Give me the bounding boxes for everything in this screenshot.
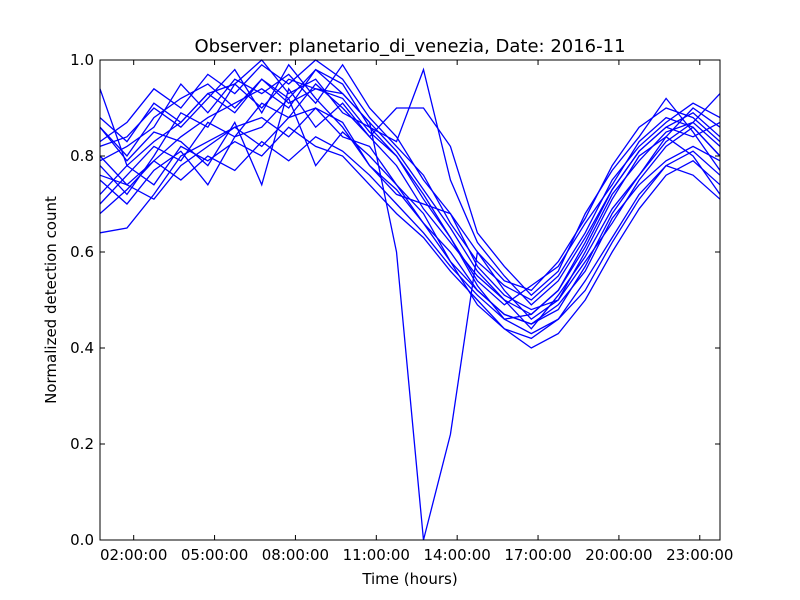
chart-title: Observer: planetario_di_venezia, Date: 2… <box>194 36 625 57</box>
y-axis-label: Normalized detection count <box>42 196 60 404</box>
y-tick-label-1: 0.0 <box>70 531 94 549</box>
x-axis-label: Time (hours) <box>361 570 457 588</box>
series-line-3 <box>99 78 721 541</box>
x-tick-label-5: 14:00:00 <box>423 546 490 564</box>
series-line-5 <box>99 87 721 297</box>
y-axis: 0.0 0.2 0.4 0.6 0.8 1.0 <box>70 51 720 549</box>
y-tick-label-3: 0.4 <box>70 339 94 357</box>
x-tick-label-7: 20:00:00 <box>585 546 652 564</box>
x-tick-label-8: 23:00:00 <box>666 546 733 564</box>
series-line-11 <box>99 59 721 301</box>
series-layer <box>99 59 721 541</box>
y-tick-label-4: 0.6 <box>70 243 94 261</box>
series-line-7 <box>99 63 721 311</box>
series-line-8 <box>99 83 721 330</box>
series-line-10 <box>99 107 721 325</box>
x-tick-label-3: 08:00:00 <box>262 546 329 564</box>
x-tick-label-1: 02:00:00 <box>100 546 167 564</box>
x-tick-label-6: 17:00:00 <box>504 546 571 564</box>
series-line-13 <box>99 63 721 292</box>
series-line-15 <box>99 68 721 316</box>
series-line-12 <box>99 126 721 349</box>
series-line-9 <box>99 78 721 306</box>
y-tick-label-5: 0.8 <box>70 147 94 165</box>
series-line-14 <box>99 136 721 335</box>
x-axis: 02:00:00 05:00:00 08:00:00 11:00:00 14:00:00… <box>100 60 733 564</box>
y-tick-label-6: 1.0 <box>70 51 94 69</box>
series-line-2 <box>99 107 721 325</box>
x-tick-label-2: 05:00:00 <box>181 546 248 564</box>
plot-frame <box>99 59 721 541</box>
y-tick-label-2: 0.2 <box>70 435 94 453</box>
x-tick-label-4: 11:00:00 <box>343 546 410 564</box>
